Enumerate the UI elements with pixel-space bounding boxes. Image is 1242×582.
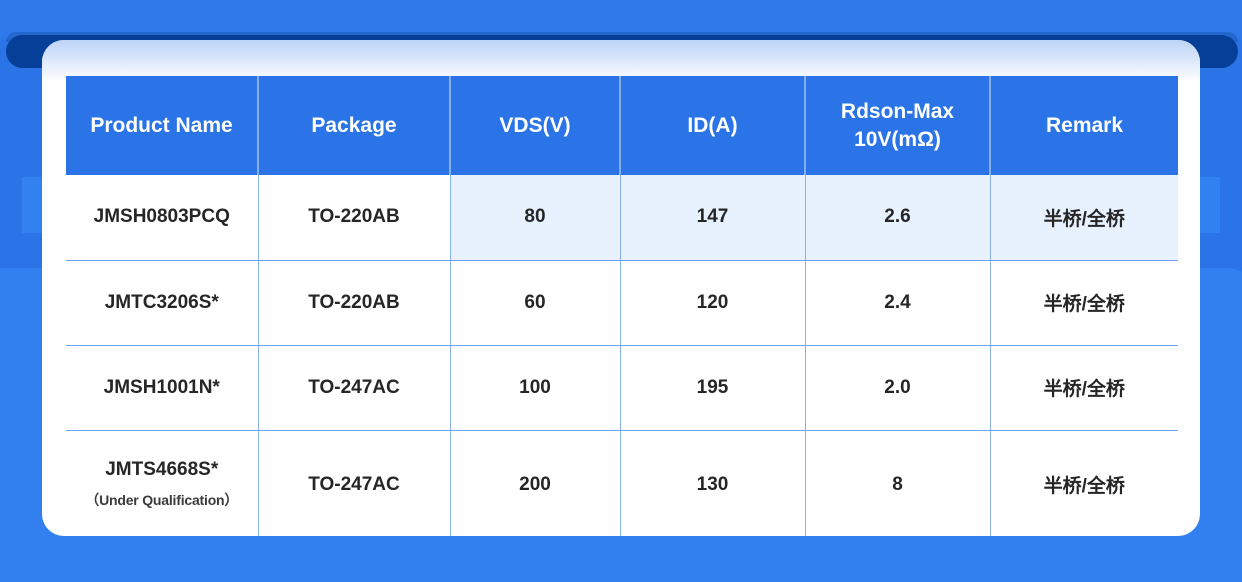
cell-vds: 100 [450,345,621,431]
cell-id: 120 [620,260,806,346]
table-container: Product Name Package VDS(V) ID(A) Rdson- [66,76,1178,536]
cell-vds: 60 [450,260,621,346]
cell-package: TO-247AC [258,345,451,431]
column-header-remark: Remark [990,76,1178,175]
cell-vds: 200 [450,430,621,536]
cell-product-name: JMSH1001N* [66,345,259,431]
table-body: JMSH0803PCQ TO-220AB 80 147 2.6 半桥/全桥 JM… [66,175,1178,536]
cell-id: 130 [620,430,806,536]
column-header-package-line1: Package [311,113,397,137]
product-name-text: JMSH1001N* [103,376,220,398]
cell-product-name: JMTS4668S* （Under Qualification） [66,430,259,536]
table-row: JMTC3206S* TO-220AB 60 120 2.4 半桥/全桥 [66,260,1178,346]
table-row: JMSH0803PCQ TO-220AB 80 147 2.6 半桥/全桥 [66,175,1178,261]
table-row: JMTS4668S* （Under Qualification） TO-247A… [66,430,1178,536]
cell-rdson: 8 [805,430,991,536]
column-header-vds-line1: VDS(V) [499,113,571,137]
column-header-rdson: Rdson-Max 10V(mΩ) [805,76,991,175]
cell-id: 195 [620,345,806,431]
cell-package: TO-220AB [258,175,451,261]
cell-rdson: 2.0 [805,345,991,431]
cell-product-name: JMSH0803PCQ [66,175,259,261]
cell-product-name: JMTC3206S* [66,260,259,346]
cell-vds: 80 [450,175,621,261]
cell-id: 147 [620,175,806,261]
card-top-gradient [42,40,1200,82]
column-header-vds: VDS(V) [450,76,621,175]
column-header-package: Package [258,76,451,175]
product-name-text: JMTC3206S* [104,291,219,313]
cell-remark: 半桥/全桥 [990,430,1178,536]
column-header-rdson-line2: 10V(mΩ) [854,127,941,151]
product-name-text: JMTS4668S* [105,459,219,481]
column-header-remark-line1: Remark [1045,113,1124,137]
cell-rdson: 2.4 [805,260,991,346]
table-header: Product Name Package VDS(V) ID(A) Rdson- [66,76,1178,175]
column-header-id-line1: ID(A) [687,113,738,137]
product-name-note: （Under Qualification） [85,492,239,509]
product-spec-table: Product Name Package VDS(V) ID(A) Rdson- [66,76,1178,536]
cell-package: TO-247AC [258,430,451,536]
table-row: JMSH1001N* TO-247AC 100 195 2.0 半桥/全桥 [66,345,1178,431]
spec-table-card: Product Name Package VDS(V) ID(A) Rdson- [42,40,1200,536]
column-header-rdson-line1: Rdson-Max [840,99,955,123]
product-name-text: JMSH0803PCQ [93,206,230,228]
cell-remark: 半桥/全桥 [990,345,1178,431]
cell-package: TO-220AB [258,260,451,346]
table-header-row: Product Name Package VDS(V) ID(A) Rdson- [66,76,1178,175]
cell-remark: 半桥/全桥 [990,175,1178,261]
column-header-id: ID(A) [620,76,806,175]
cell-remark: 半桥/全桥 [990,260,1178,346]
column-header-product-name: Product Name [66,76,259,175]
column-header-product-name-line1: Product Name [90,113,233,137]
cell-rdson: 2.6 [805,175,991,261]
